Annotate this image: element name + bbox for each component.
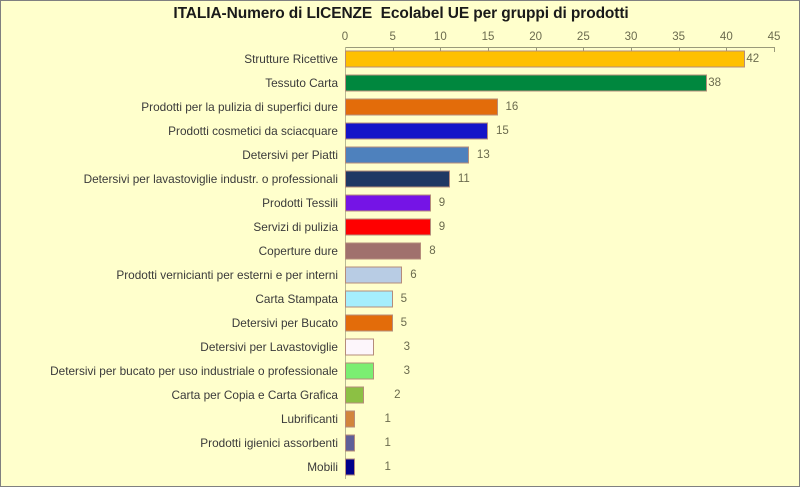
x-axis-tick-label: 40 [719,31,733,43]
bar-value-label: 6 [410,269,417,281]
x-axis-tick-label: 25 [576,31,590,43]
bar-value-label: 1 [384,437,391,449]
category-label: Carta per Copia e Carta Grafica [171,388,338,402]
bar-row: Prodotti vernicianti per esterni e per i… [1,263,799,287]
x-axis-tick [440,47,442,52]
category-label: Detersivi per Piatti [242,148,338,162]
category-label: Detersivi per lavastoviglie industr. o p… [83,172,338,186]
x-axis-tick-label: 35 [672,31,686,43]
bar-value-label: 38 [708,77,722,89]
x-axis-tick [488,47,489,52]
bar-value-label: 1 [384,413,391,425]
bar-value-label: 5 [400,293,408,305]
bar-row: Prodotti igienici assorbenti 1 [1,431,799,455]
bar-row: Detersivi per Lavastoviglie 3 [1,335,799,359]
bar-value-label: 9 [438,221,446,233]
bar-value-label: 11 [457,173,470,185]
y-axis-line [345,47,346,479]
bar [345,74,708,92]
bar [345,314,393,332]
x-axis-tick [631,47,632,52]
bar-row: Prodotti cosmetici da sciacquare 15 [1,119,799,143]
bar-value-label: 8 [429,245,436,257]
bar [345,458,355,476]
bar [345,434,355,452]
bar [345,194,431,212]
bar [345,266,403,284]
bar-row: Tessuto Carta 38 [1,71,799,95]
bar-row: Detersivi per lavastoviglie industr. o p… [1,167,799,191]
bar [345,122,488,140]
category-label: Detersivi per Lavastoviglie [200,340,338,354]
category-label: Coperture dure [258,244,338,258]
bar-row: Carta Stampata 5 [1,287,799,311]
category-label: Prodotti per la pulizia di superfici dur… [141,100,338,114]
x-axis-tick [678,47,680,52]
bar-value-label: 9 [438,197,446,209]
bar-row: Prodotti per la pulizia di superfici dur… [1,95,799,119]
bar-row: Coperture dure 8 [1,239,799,263]
bar-row: Strutture Ricettive 42 [1,47,799,71]
x-axis-tick [392,47,394,52]
bar-value-label: 42 [746,53,760,65]
category-label: Strutture Ricettive [244,52,338,66]
category-label: Mobili [307,460,338,474]
bar-value-label: 3 [403,365,410,377]
category-label: Tessuto Carta [265,76,338,90]
category-label: Carta Stampata [255,292,338,306]
bar [345,50,746,68]
category-label: Detersivi per Bucato [231,316,338,330]
bar [345,386,365,404]
bar-row: Carta per Copia e Carta Grafica 2 [1,383,799,407]
bar [345,170,450,188]
x-axis-tick-label: 45 [767,31,781,43]
bar [345,290,393,308]
bar-row: Lubrificanti 1 [1,407,799,431]
x-axis-tick-label: 20 [529,31,543,43]
bar-row: Prodotti Tessili 9 [1,191,799,215]
bar-row: Servizi di pulizia 9 [1,215,799,239]
bar [345,242,422,260]
category-label: Detersivi per bucato per uso industriale… [50,364,338,378]
x-axis-tick [774,47,775,52]
bar-value-label: 5 [400,317,408,329]
chart-title: ITALIA-Numero di LICENZE Ecolabel UE per… [173,5,629,22]
x-axis-tick-label: 10 [433,31,447,43]
bar [345,146,469,164]
x-axis-tick-label: 30 [624,31,638,43]
category-label: Prodotti igienici assorbenti [200,436,338,450]
bar-row: Detersivi per Bucato 5 [1,311,799,335]
bar-value-label: 3 [403,341,410,353]
bar-value-label: 13 [476,149,490,161]
category-label: Lubrificanti [280,412,338,426]
bar-value-label: 16 [505,101,519,113]
bar-row: Detersivi per bucato per uso industriale… [1,359,799,383]
bar-value-label: 2 [394,389,401,401]
x-axis-line [345,47,774,48]
x-axis-tick-label: 15 [481,31,495,43]
bar-row: Mobili 1 [1,455,799,479]
bar [345,362,374,380]
bar [345,218,431,236]
x-axis-tick [583,47,585,52]
bar-row: Detersivi per Piatti 13 [1,143,799,167]
bar [345,98,498,116]
x-axis-tick [726,47,728,52]
category-label: Prodotti vernicianti per esterni e per i… [116,268,338,282]
bar [345,410,355,428]
x-axis-tick [535,47,537,52]
category-label: Prodotti Tessili [262,196,338,210]
bar-value-label: 15 [496,125,509,137]
x-axis-tick-label: 0 [341,31,349,43]
x-axis-tick-label: 5 [389,31,396,43]
bar-value-label: 1 [384,461,391,473]
bar [345,338,374,356]
category-label: Servizi di pulizia [253,220,338,234]
category-label: Prodotti cosmetici da sciacquare [168,124,338,138]
